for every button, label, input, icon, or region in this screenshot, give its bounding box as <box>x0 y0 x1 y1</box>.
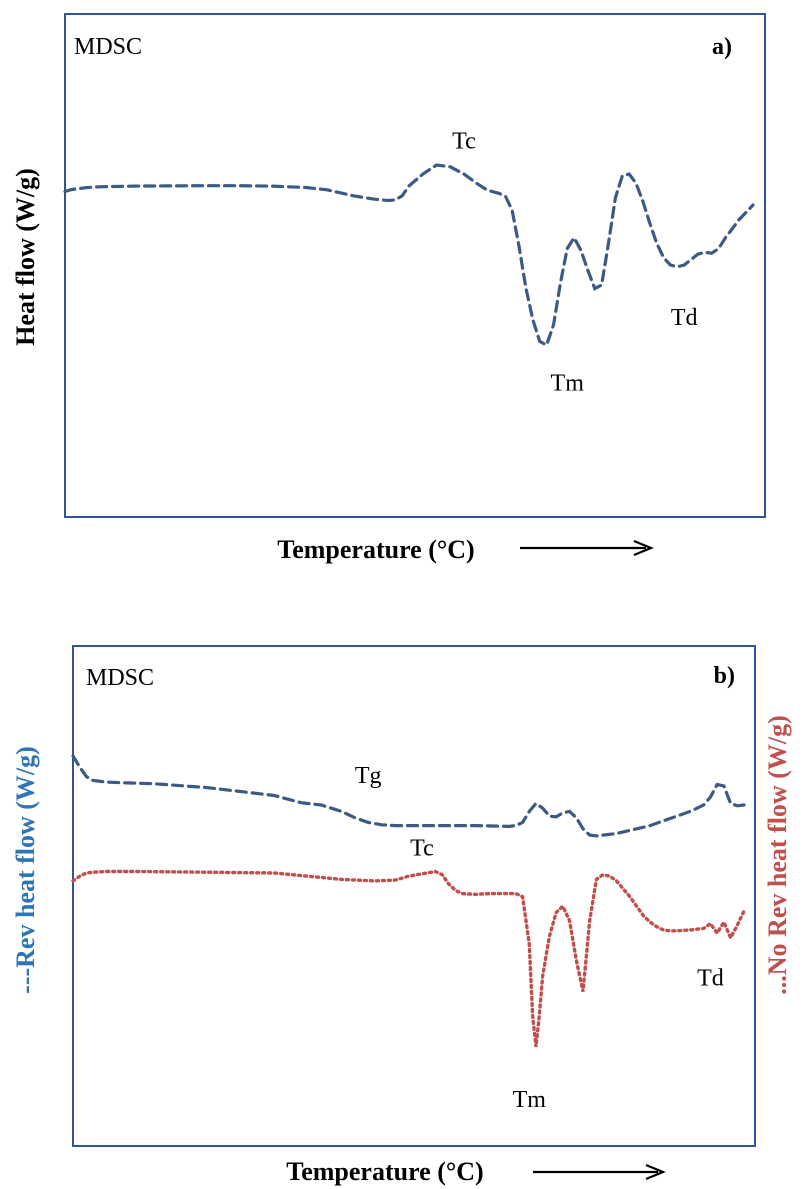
panel-b-x-arrow <box>533 1163 666 1181</box>
panel-a-annotation-td: Td <box>671 305 698 331</box>
panel-b-annotation-tg: Tg <box>355 763 382 789</box>
panel-b-annotation-tm: Tm <box>513 1087 547 1113</box>
panel-b-corner-text: MDSC <box>86 665 154 691</box>
panel-b-xlabel: Temperature (°C) <box>286 1157 483 1186</box>
panel-b-frame <box>72 645 756 1147</box>
panel-b-annotation-td: Td <box>697 965 724 991</box>
panel-b-ylabel-left: ---Rev heat flow (W/g) <box>11 746 40 994</box>
panel-b-ylabel-right: ...No Rev heat flow (W/g) <box>763 715 792 994</box>
panel-b-rev-heat-flow-line <box>71 754 746 838</box>
panel-a-corner-text: MDSC <box>74 34 142 60</box>
panel-a-annotations: Tc Tm Td <box>452 129 697 397</box>
panel-a-annotation-tm: Tm <box>551 371 585 397</box>
panel-a-frame <box>64 13 766 518</box>
panel-a-annotation-tc: Tc <box>452 129 476 155</box>
panel-a-label: a) <box>712 34 732 60</box>
panel-b-no-rev-heat-flow-line <box>71 869 746 1048</box>
panel-b-annotation-tc: Tc <box>410 836 434 862</box>
panel-b-annotations: Tg Tc Tm Td <box>355 763 724 1113</box>
panel-a: MDSC a) Tc Tm Td Heat flow (W/g) Temperatu… <box>11 13 766 564</box>
panel-b-label: b) <box>714 663 735 689</box>
panel-a-x-arrow <box>520 539 654 557</box>
panel-a-ylabel: Heat flow (W/g) <box>11 168 40 346</box>
panel-a-heat-flow-line <box>63 163 755 348</box>
panel-a-xlabel: Temperature (°C) <box>277 535 474 564</box>
